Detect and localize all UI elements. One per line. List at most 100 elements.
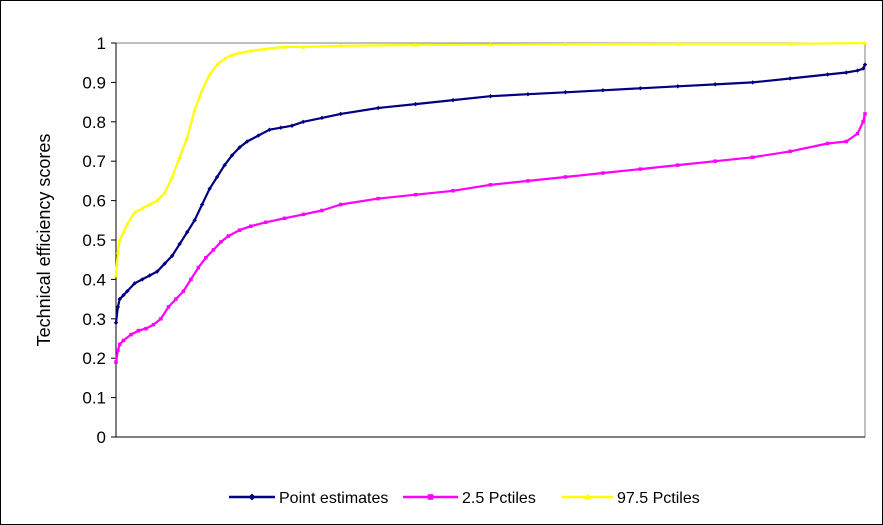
- data-point: [162, 190, 167, 195]
- data-point: [219, 240, 223, 244]
- data-point: [451, 188, 455, 193]
- data-point: [488, 42, 493, 47]
- data-point: [249, 224, 253, 228]
- data-point: [338, 43, 343, 48]
- data-point: [750, 155, 755, 160]
- series-2-5-pctiles: [114, 112, 867, 364]
- data-point: [675, 84, 680, 89]
- data-point: [184, 135, 190, 140]
- data-point: [862, 62, 868, 67]
- data-point: [844, 70, 849, 75]
- legend-marker: [584, 493, 591, 500]
- data-point: [136, 328, 141, 333]
- data-point: [140, 277, 145, 282]
- data-point: [375, 105, 381, 111]
- data-point: [154, 198, 160, 203]
- data-point: [177, 155, 182, 160]
- data-point: [189, 277, 193, 282]
- y-tick-label: 0.2: [82, 349, 106, 368]
- data-point: [413, 42, 418, 47]
- data-point: [713, 159, 717, 163]
- data-point: [199, 202, 205, 207]
- data-point: [204, 255, 208, 260]
- data-point: [196, 265, 201, 270]
- data-point: [222, 162, 227, 168]
- data-point: [338, 111, 343, 117]
- data-point: [267, 127, 272, 132]
- y-tick-label: 0: [97, 428, 106, 447]
- data-point: [855, 131, 860, 136]
- data-point: [192, 218, 197, 223]
- data-point: [174, 297, 178, 301]
- y-axis-label: Technical efficiency scores: [34, 134, 54, 347]
- data-point: [861, 120, 865, 124]
- y-tick-label: 0.5: [82, 231, 106, 250]
- data-point: [132, 210, 137, 215]
- legend-entry: 2.5 Pctiles: [403, 490, 536, 507]
- data-point: [301, 44, 306, 49]
- data-point: [450, 97, 456, 103]
- data-point: [237, 145, 242, 150]
- series-group: [113, 40, 868, 364]
- series-point-estimates: [113, 62, 868, 325]
- y-tick-label: 0.9: [82, 73, 106, 92]
- data-point: [144, 326, 148, 331]
- data-point: [129, 332, 133, 337]
- data-point: [278, 125, 283, 130]
- data-point: [282, 44, 287, 49]
- data-point: [525, 92, 531, 97]
- data-point: [159, 317, 163, 321]
- data-point: [787, 76, 793, 81]
- data-point: [638, 167, 643, 171]
- y-axis-ticks: 0 0.1 0.2 0.3 0.4 0.5 0.6 0.7 0.8 0.9 1: [82, 34, 116, 447]
- data-point: [115, 304, 121, 310]
- data-point: [116, 348, 120, 353]
- data-point: [301, 212, 306, 217]
- data-point: [154, 269, 160, 274]
- y-tick-label: 0.1: [82, 389, 106, 408]
- y-tick-label: 0.4: [82, 270, 106, 289]
- data-point: [147, 202, 152, 207]
- data-point: [214, 62, 220, 67]
- data-point: [862, 40, 868, 45]
- data-point: [244, 139, 250, 144]
- data-point: [237, 228, 242, 232]
- data-point: [860, 66, 866, 71]
- data-point: [115, 249, 121, 254]
- y-tick-label: 0.8: [82, 113, 106, 132]
- data-point: [264, 220, 268, 225]
- legend-label: 2.5 Pctiles: [462, 490, 536, 507]
- data-point: [563, 175, 568, 179]
- data-point: [229, 52, 235, 57]
- data-point: [855, 68, 860, 73]
- data-point: [675, 163, 680, 167]
- data-point: [226, 234, 231, 238]
- data-point: [256, 133, 261, 138]
- data-point: [750, 80, 755, 85]
- legend-marker: [248, 493, 256, 501]
- data-point: [211, 248, 216, 252]
- data-point: [121, 338, 126, 343]
- data-point: [863, 112, 867, 116]
- data-point: [248, 48, 254, 53]
- data-point: [169, 253, 175, 258]
- data-point: [117, 296, 122, 302]
- data-point: [166, 305, 171, 309]
- data-point: [132, 281, 137, 286]
- data-point: [319, 115, 325, 121]
- data-point: [675, 41, 680, 46]
- data-point: [114, 360, 118, 364]
- data-point: [263, 46, 268, 51]
- y-tick-label: 0.6: [82, 192, 106, 211]
- legend-entry: Point estimates: [229, 490, 388, 507]
- data-point: [199, 88, 205, 93]
- data-point: [222, 56, 227, 61]
- legend-label: Point estimates: [279, 490, 388, 507]
- data-point: [207, 186, 212, 191]
- data-point: [121, 292, 126, 298]
- y-tick-label: 0.7: [82, 152, 106, 171]
- data-point: [117, 237, 122, 242]
- data-point: [788, 149, 792, 154]
- data-point: [488, 183, 493, 187]
